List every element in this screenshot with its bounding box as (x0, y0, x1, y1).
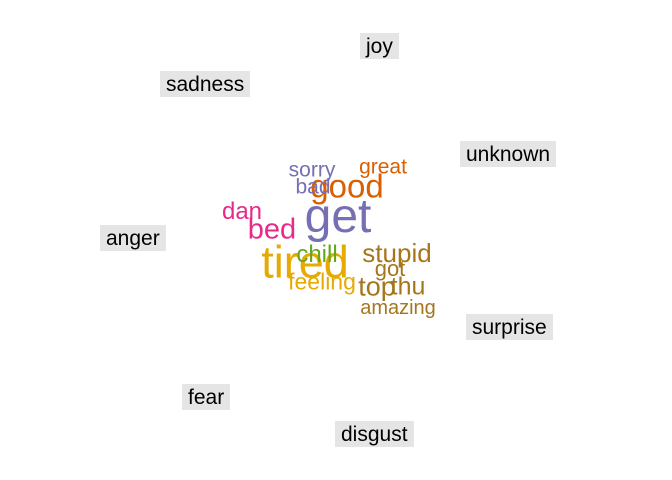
word-chill: chill (296, 241, 338, 268)
word-sorry: sorry (288, 158, 336, 182)
word-get: get (304, 190, 372, 243)
word-got: got (374, 256, 406, 281)
word-feeling: feeling (288, 268, 356, 295)
category-label-fear: fear (182, 384, 231, 410)
category-label-disgust: disgust (335, 421, 414, 447)
word-bed: bed (247, 213, 297, 246)
word-stupid: stupid (362, 238, 432, 268)
word-great: great (359, 155, 407, 179)
word-bad: bad (295, 175, 331, 199)
category-label-unknown: unknown (460, 141, 557, 167)
word-amazing: amazing (360, 297, 436, 319)
category-label-anger: anger (100, 225, 166, 251)
category-label-sadness: sadness (160, 71, 251, 97)
word-top: top (358, 271, 396, 302)
word-tired: tired (261, 236, 349, 288)
word-thu: thu (390, 272, 426, 301)
word-good: good (310, 167, 384, 205)
category-label-surprise: surprise (466, 314, 553, 340)
category-label-joy: joy (360, 33, 399, 59)
word-dan: dan (221, 198, 263, 225)
